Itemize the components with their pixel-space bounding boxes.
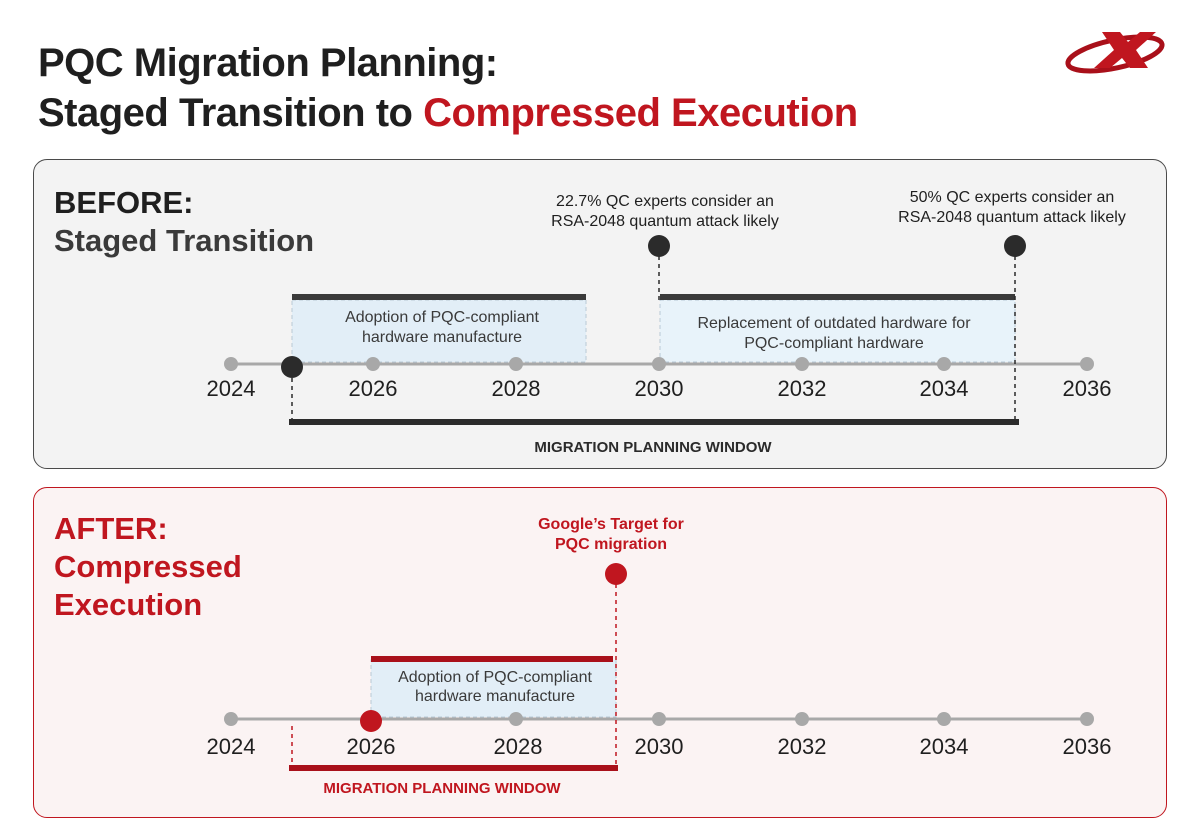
after-heading-title-1: Compressed	[54, 549, 242, 584]
after-tick-2030	[652, 712, 666, 726]
after-target-line2: PQC migration	[555, 536, 667, 553]
after-heading-title-2: Execution	[54, 587, 203, 622]
after-box1-line1: Adoption of PQC-compliant	[398, 669, 592, 686]
page-title: PQC Migration Planning: Staged Transitio…	[38, 38, 858, 138]
after-target-marker	[605, 563, 627, 585]
before-marker1-line1: 22.7% QC experts consider an	[556, 193, 774, 210]
before-panel: BEFORE: Staged Transition Adoption of PQ…	[33, 159, 1167, 469]
after-panel: AFTER: Compressed Execution Adoption of …	[33, 487, 1167, 818]
before-year-2036: 2036	[1063, 376, 1112, 401]
before-heading-label: BEFORE:	[54, 185, 194, 220]
before-start-marker	[281, 356, 303, 378]
before-marker1-line2: RSA-2048 quantum attack likely	[551, 213, 779, 230]
title-prefix: Staged Transition to	[38, 91, 413, 135]
brand-logo	[1065, 32, 1165, 74]
before-year-2028: 2028	[492, 376, 541, 401]
before-tick-2026	[366, 357, 380, 371]
before-marker2-line2: RSA-2048 quantum attack likely	[898, 209, 1126, 226]
before-tick-2024	[224, 357, 238, 371]
before-box1-line2: hardware manufacture	[362, 329, 522, 346]
before-marker2	[1004, 235, 1026, 257]
before-year-2034: 2034	[920, 376, 969, 401]
before-tick-2030	[652, 357, 666, 371]
before-tick-2032	[795, 357, 809, 371]
before-timeline: Adoption of PQC-compliant hardware manuf…	[207, 189, 1126, 456]
before-tick-2036	[1080, 357, 1094, 371]
before-box1-line1: Adoption of PQC-compliant	[345, 309, 539, 326]
title-line-1: PQC Migration Planning:	[38, 41, 498, 85]
after-heading: AFTER: Compressed Execution	[54, 510, 242, 624]
after-year-2026: 2026	[347, 734, 396, 759]
before-box2-line1: Replacement of outdated hardware for	[697, 315, 971, 332]
after-year-2032: 2032	[778, 734, 827, 759]
after-heading-label: AFTER:	[54, 511, 168, 546]
after-timeline: Adoption of PQC-compliant hardware manuf…	[207, 516, 1112, 797]
before-marker1	[648, 235, 670, 257]
after-window-label: MIGRATION PLANNING WINDOW	[323, 780, 561, 797]
after-year-2034: 2034	[920, 734, 969, 759]
before-marker2-line1: 50% QC experts consider an	[910, 189, 1115, 206]
title-accent: Compressed Execution	[423, 91, 858, 135]
before-tick-2034	[937, 357, 951, 371]
before-year-2032: 2032	[778, 376, 827, 401]
before-year-2024: 2024	[207, 376, 256, 401]
after-year-2036: 2036	[1063, 734, 1112, 759]
after-tick-2024	[224, 712, 238, 726]
after-year-2024: 2024	[207, 734, 256, 759]
after-target-line1: Google’s Target for	[538, 516, 684, 533]
before-year-2026: 2026	[349, 376, 398, 401]
after-year-2028: 2028	[494, 734, 543, 759]
before-year-2030: 2030	[635, 376, 684, 401]
before-box2-line2: PQC-compliant hardware	[744, 335, 924, 352]
after-tick-2032	[795, 712, 809, 726]
after-box1-line2: hardware manufacture	[415, 688, 575, 705]
after-year-2030: 2030	[635, 734, 684, 759]
before-box1	[291, 299, 587, 363]
after-start-marker	[360, 710, 382, 732]
after-tick-2034	[937, 712, 951, 726]
after-tick-2036	[1080, 712, 1094, 726]
before-tick-2028	[509, 357, 523, 371]
before-window-label: MIGRATION PLANNING WINDOW	[534, 439, 772, 456]
before-heading-title: Staged Transition	[54, 223, 315, 258]
before-heading: BEFORE: Staged Transition	[54, 184, 314, 260]
after-tick-2028	[509, 712, 523, 726]
title-line-2: Staged Transition to Compressed Executio…	[38, 88, 858, 138]
